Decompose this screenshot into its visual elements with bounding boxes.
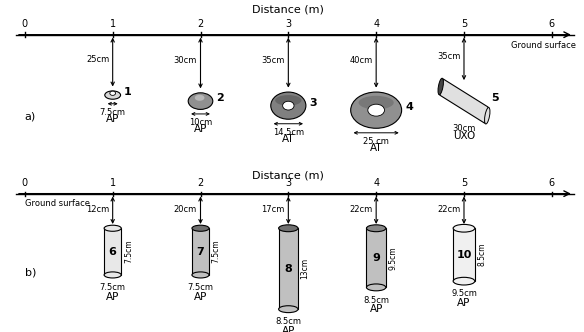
Ellipse shape: [275, 95, 301, 106]
Text: 10: 10: [456, 250, 472, 260]
Text: 8: 8: [284, 264, 292, 274]
Text: 4: 4: [373, 19, 379, 29]
Ellipse shape: [359, 96, 394, 110]
Text: 3: 3: [285, 178, 291, 188]
Text: Distance (m): Distance (m): [252, 5, 324, 15]
Text: 4: 4: [373, 178, 379, 188]
Text: 4: 4: [405, 102, 413, 112]
Text: 2: 2: [197, 178, 204, 188]
Text: UXO: UXO: [453, 131, 475, 141]
Text: AT: AT: [282, 134, 295, 144]
Text: 35cm: 35cm: [437, 52, 460, 61]
Ellipse shape: [279, 306, 298, 313]
Text: 22cm: 22cm: [349, 205, 373, 214]
Text: a): a): [25, 111, 36, 121]
Ellipse shape: [104, 225, 121, 231]
Text: 1: 1: [124, 87, 132, 97]
Text: 6: 6: [549, 19, 555, 29]
Ellipse shape: [271, 92, 306, 119]
Ellipse shape: [453, 224, 475, 232]
Text: 22cm: 22cm: [437, 205, 460, 214]
Text: 7: 7: [197, 247, 204, 257]
Ellipse shape: [366, 284, 386, 291]
Text: AT: AT: [370, 143, 383, 153]
Text: 5: 5: [491, 93, 499, 103]
Bar: [192, 228, 209, 275]
Text: 6: 6: [549, 178, 555, 188]
Text: 8.5cm: 8.5cm: [275, 317, 301, 326]
Ellipse shape: [192, 272, 209, 278]
Ellipse shape: [368, 104, 384, 116]
Text: AP: AP: [106, 291, 119, 301]
Ellipse shape: [279, 225, 298, 232]
Text: 20cm: 20cm: [174, 205, 197, 214]
Text: 8.5cm: 8.5cm: [478, 243, 486, 267]
Text: 3: 3: [285, 19, 291, 29]
Text: AP: AP: [457, 298, 471, 308]
Ellipse shape: [350, 92, 402, 128]
Text: 17cm: 17cm: [262, 205, 285, 214]
Text: 0: 0: [22, 19, 28, 29]
Text: Ground surface: Ground surface: [512, 41, 576, 50]
Text: 6: 6: [109, 247, 117, 257]
Text: 0: 0: [22, 178, 28, 188]
Text: 2: 2: [216, 93, 224, 103]
Text: 7.5cm: 7.5cm: [100, 108, 126, 117]
Ellipse shape: [188, 93, 213, 110]
Text: AP: AP: [106, 114, 119, 124]
Ellipse shape: [438, 78, 443, 95]
Ellipse shape: [192, 225, 209, 231]
Bar: [366, 228, 386, 288]
Text: 9.5cm: 9.5cm: [388, 246, 398, 270]
Text: 1: 1: [110, 19, 116, 29]
Ellipse shape: [110, 91, 116, 95]
Text: 12cm: 12cm: [86, 205, 109, 214]
FancyBboxPatch shape: [440, 79, 488, 123]
Ellipse shape: [104, 272, 121, 278]
Text: 7.5cm: 7.5cm: [212, 240, 221, 263]
Ellipse shape: [453, 277, 475, 285]
Text: 30cm: 30cm: [452, 124, 476, 133]
Text: AP: AP: [370, 304, 383, 314]
Text: 14.5cm: 14.5cm: [273, 127, 304, 136]
Text: 5: 5: [461, 178, 467, 188]
Bar: [279, 228, 298, 309]
Ellipse shape: [105, 91, 120, 99]
Text: 13cm: 13cm: [301, 258, 310, 279]
Text: 7.5cm: 7.5cm: [124, 240, 133, 263]
Text: 30cm: 30cm: [173, 56, 197, 65]
Ellipse shape: [366, 225, 386, 232]
Text: 10cm: 10cm: [189, 118, 212, 127]
Ellipse shape: [283, 101, 294, 110]
Text: 9.5cm: 9.5cm: [451, 290, 477, 298]
Text: 9: 9: [372, 253, 380, 263]
Text: 7.5cm: 7.5cm: [100, 283, 126, 292]
Text: 3: 3: [310, 98, 317, 108]
Text: Ground surface: Ground surface: [25, 199, 90, 208]
Text: 25 cm: 25 cm: [363, 136, 389, 145]
Ellipse shape: [485, 108, 490, 124]
Text: 1: 1: [110, 178, 116, 188]
Text: AP: AP: [194, 291, 207, 301]
Text: 25cm: 25cm: [86, 55, 109, 64]
Text: AP: AP: [281, 326, 295, 332]
Ellipse shape: [195, 95, 204, 101]
Text: 8.5cm: 8.5cm: [363, 296, 389, 305]
Bar: [453, 228, 475, 281]
Text: AP: AP: [194, 124, 207, 134]
Text: b): b): [25, 268, 36, 278]
Text: 2: 2: [197, 19, 204, 29]
Text: 35cm: 35cm: [262, 56, 285, 65]
Text: 5: 5: [461, 19, 467, 29]
Text: 7.5cm: 7.5cm: [187, 283, 214, 292]
Bar: [104, 228, 121, 275]
Text: Distance (m): Distance (m): [252, 170, 324, 180]
Text: 40cm: 40cm: [349, 56, 373, 65]
